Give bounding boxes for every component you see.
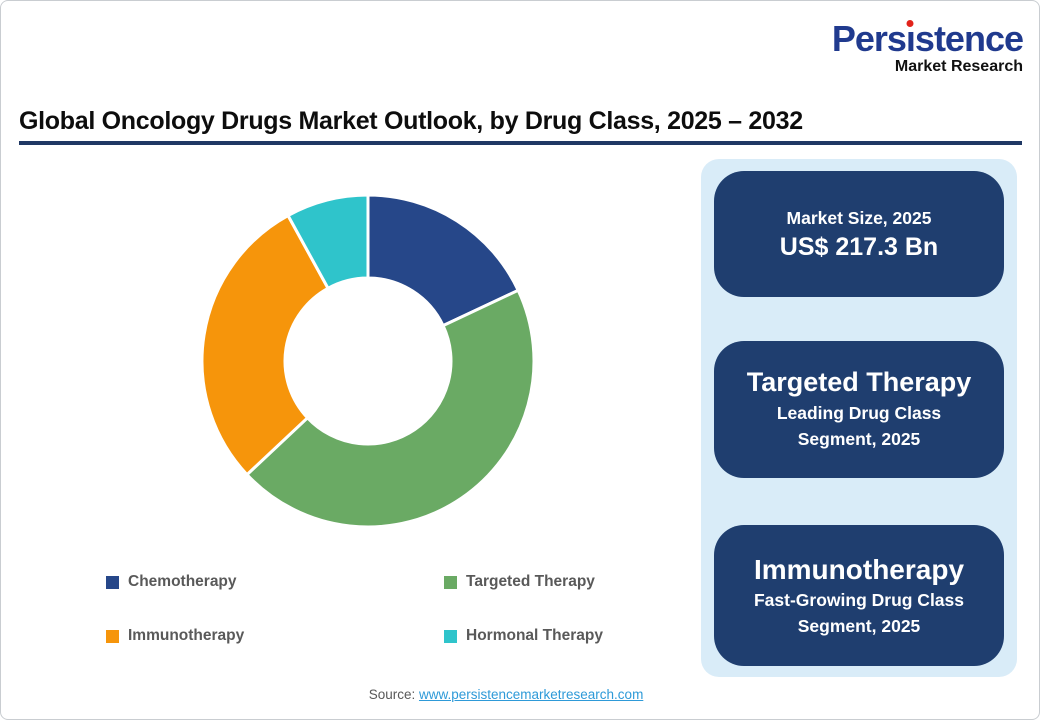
source-label: Source: (368, 687, 416, 702)
highlights-panel: Market Size, 2025 US$ 217.3 Bn Targeted … (701, 159, 1017, 677)
leading-segment-desc-line1: Leading Drug Class (776, 403, 942, 424)
donut-chart (198, 191, 538, 531)
legend-label: Immunotherapy (128, 627, 245, 644)
donut-segment-chemotherapy (366, 193, 520, 328)
legend-label: Targeted Therapy (466, 573, 595, 590)
legend-item-immunotherapy: Immunotherapy (106, 627, 244, 645)
logo-wordmark: Persıstence (831, 18, 1024, 59)
legend-item-chemotherapy: Chemotherapy (106, 573, 237, 591)
legend-swatch-hormonal-therapy (444, 629, 457, 643)
market-size-card: Market Size, 2025 US$ 217.3 Bn (714, 171, 1004, 297)
leading-segment-card: Targeted Therapy Leading Drug Class Segm… (714, 341, 1004, 478)
persistence-market-research-logo: Persıstence Market Research (831, 18, 1024, 75)
legend-swatch-targeted-therapy (444, 575, 457, 589)
fast-growing-segment-name: Immunotherapy (753, 553, 965, 585)
donut-segment-targeted-therapy (245, 288, 536, 529)
legend-item-hormonal-therapy: Hormonal Therapy (444, 627, 603, 645)
market-size-label: Market Size, 2025 (786, 207, 932, 228)
legend-item-targeted-therapy: Targeted Therapy (444, 573, 595, 591)
fast-growing-segment-desc-line2: Segment, 2025 (797, 616, 921, 636)
page-title: Global Oncology Drugs Market Outlook, by… (19, 107, 803, 135)
fast-growing-segment-desc-line1: Fast-Growing Drug Class (753, 589, 965, 610)
donut-chart-svg (200, 193, 536, 529)
leading-segment-desc-line2: Segment, 2025 (797, 429, 921, 450)
donut-segment-hormonal-therapy (286, 193, 370, 290)
fast-growing-segment-card: Immunotherapy Fast-Growing Drug Class Se… (714, 525, 1004, 666)
source-link[interactable]: www.persistencemarketresearch.com (418, 687, 644, 702)
legend-label: Hormonal Therapy (466, 627, 603, 644)
market-size-value: US$ 217.3 Bn (779, 232, 939, 261)
donut-segment-immunotherapy (200, 214, 330, 477)
logo-red-dot-i: ı (905, 18, 916, 59)
logo-wordmark-part2: stence (914, 18, 1024, 59)
title-underline (19, 141, 1022, 145)
legend-label: Chemotherapy (128, 573, 237, 590)
logo-subtitle: Market Research (894, 58, 1023, 75)
logo-wordmark-part1: Pers (831, 18, 907, 59)
source-line: Source: www.persistencemarketresearch.co… (1, 687, 1011, 702)
legend-swatch-chemotherapy (106, 575, 119, 589)
leading-segment-name: Targeted Therapy (746, 367, 972, 398)
legend-swatch-immunotherapy (106, 629, 119, 643)
